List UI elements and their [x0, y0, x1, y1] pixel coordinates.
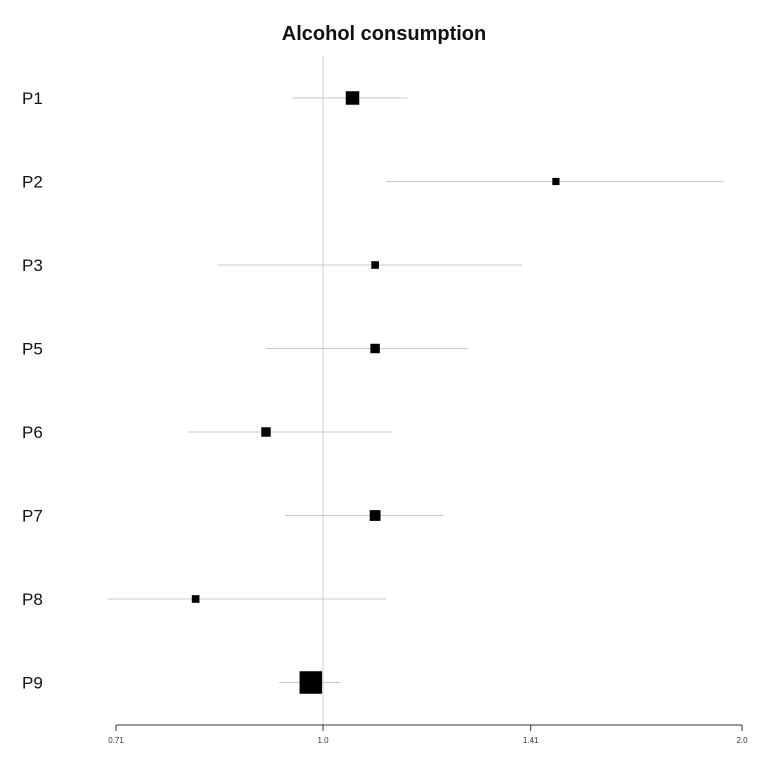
row-label: P8 — [22, 590, 43, 609]
row-label: P2 — [22, 173, 43, 192]
point-estimate — [371, 261, 379, 269]
x-axis: 0.71 1.0 1.41 2.0 — [108, 724, 748, 745]
study-row-p2: P2 — [22, 173, 724, 192]
row-label: P9 — [22, 674, 43, 693]
row-label: P1 — [22, 89, 43, 108]
point-estimate — [191, 595, 200, 603]
x-tick-label: 0.71 — [108, 736, 124, 745]
study-row-p7: P7 — [22, 507, 444, 526]
study-row-p3: P3 — [22, 256, 523, 275]
x-tick-label: 1.0 — [317, 736, 329, 745]
study-row-p6: P6 — [22, 423, 392, 442]
chart-title: Alcohol consumption — [282, 23, 486, 45]
point-estimate — [261, 427, 271, 437]
study-row-p8: P8 — [22, 590, 387, 609]
study-row-p9: P9 — [22, 671, 341, 694]
row-label: P3 — [22, 256, 43, 275]
point-estimate — [369, 510, 381, 521]
x-tick-label: 2.0 — [736, 736, 748, 745]
plot-area: P1 P2 P3 P5 P6 P7 P8 P9 — [22, 56, 724, 725]
point-estimate — [552, 177, 560, 186]
point-estimate — [345, 91, 360, 105]
x-tick-label: 1.41 — [523, 736, 539, 745]
study-row-p1: P1 — [22, 89, 408, 108]
point-estimate — [370, 343, 380, 354]
point-estimate — [299, 671, 323, 694]
row-label: P6 — [22, 423, 43, 442]
study-row-p5: P5 — [22, 340, 468, 359]
row-label: P5 — [22, 340, 43, 359]
row-label: P7 — [22, 507, 43, 526]
